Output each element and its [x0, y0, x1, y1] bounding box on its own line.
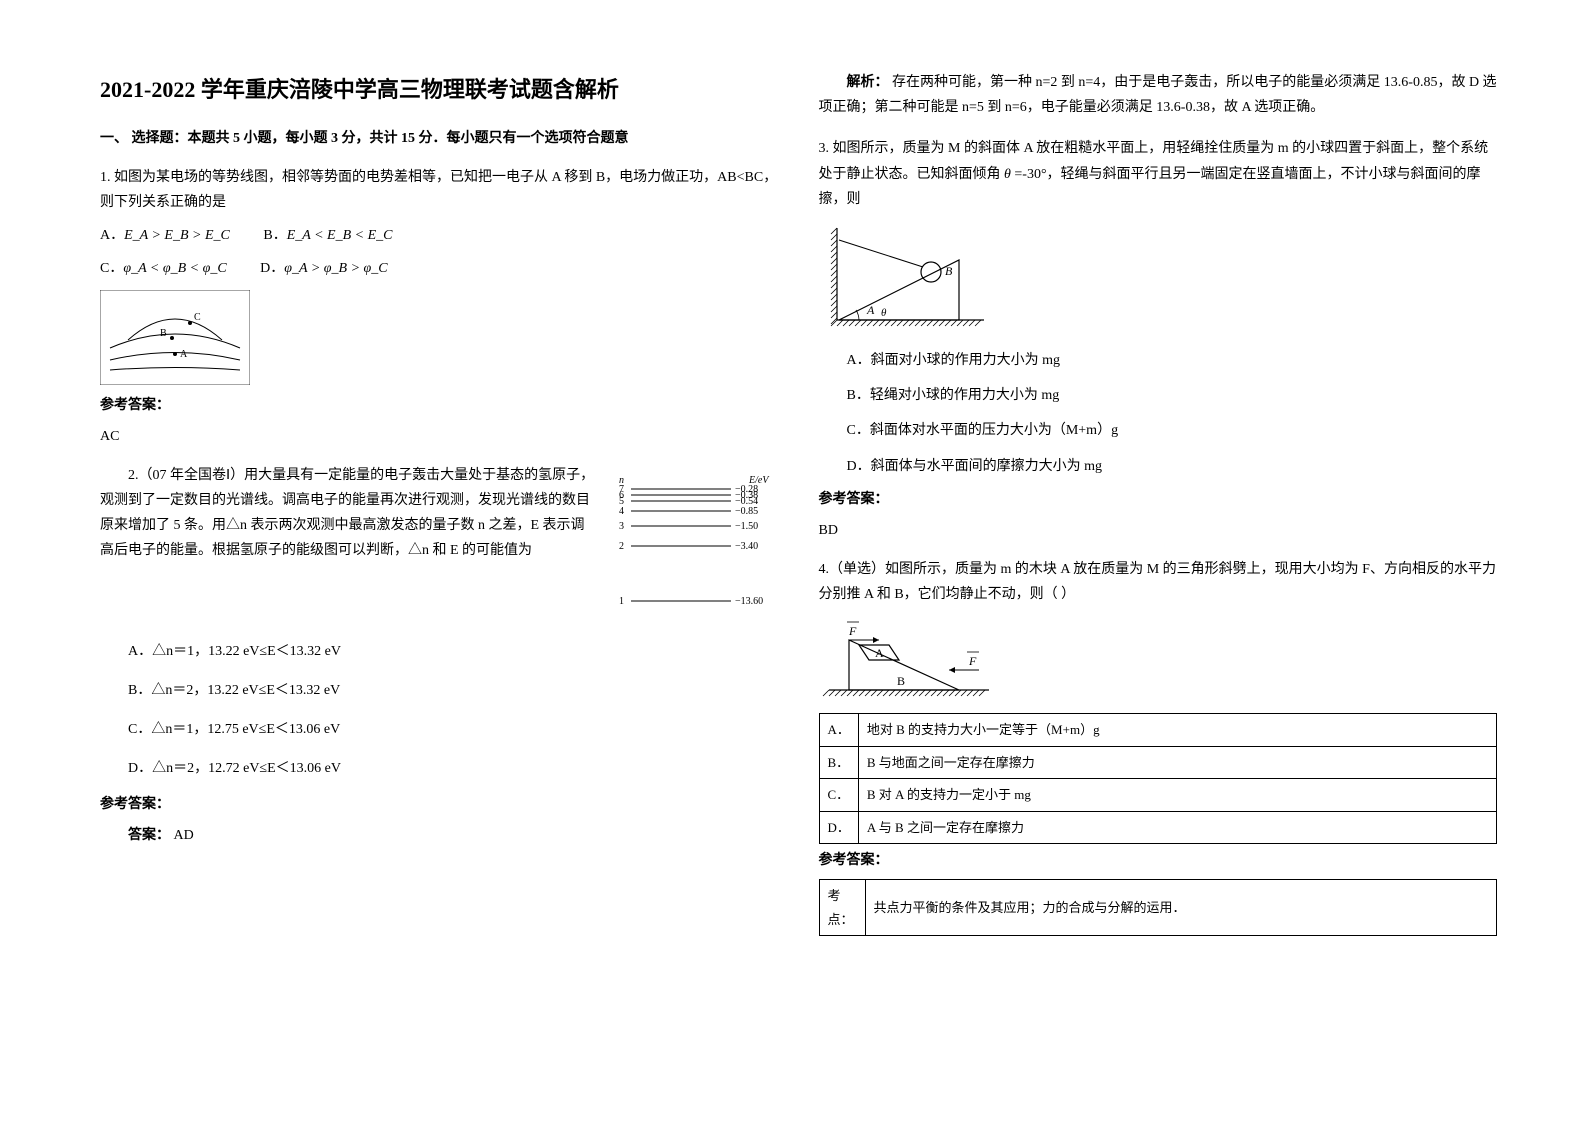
svg-text:F: F [968, 654, 977, 668]
section-1-head: 一、 选择题：本题共 5 小题，每小题 3 分，共计 15 分．每小题只有一个选… [100, 126, 779, 151]
right-column: 解析： 存在两种可能，第一种 n=2 到 n=4，由于是电子轰击，所以电子的能量… [819, 70, 1498, 1092]
question-2: 2.（07 年全国卷Ⅰ）用大量具有一定能量的电子轰击大量处于基态的氢原子，观测到… [100, 463, 779, 848]
q4-row-D: D． A 与 B 之间一定存在摩擦力 [819, 811, 1497, 843]
q1-opt-A: A．E_A > E_B > E_C [100, 223, 230, 248]
q4-D-key: D． [819, 811, 858, 843]
question-4: 4.（单选）如图所示，质量为 m 的木块 A 放在质量为 M 的三角形斜劈上，现… [819, 557, 1498, 936]
q3-ans-label: 参考答案： [819, 487, 1498, 512]
q4-D-text: A 与 B 之间一定存在摩擦力 [858, 811, 1496, 843]
q1-D-expr: φ_A > φ_B > φ_C [284, 261, 387, 276]
q2-opt-B: B．△n＝2，13.22 eV≤E＜13.32 eV [100, 678, 779, 703]
svg-text:−0.85: −0.85 [735, 506, 758, 517]
q2-opt-A: A．△n＝1，13.22 eV≤E＜13.32 eV [100, 639, 779, 664]
q4-A-text: 地对 B 的支持力大小一定等于（M+m）g [858, 714, 1496, 746]
left-column: 2021-2022 学年重庆涪陵中学高三物理联考试题含解析 一、 选择题：本题共… [100, 70, 779, 1092]
svg-text:1: 1 [619, 596, 624, 607]
q4-row-C: C． B 对 A 的支持力一定小于 mg [819, 779, 1497, 811]
q4-row-B: B． B 与地面之间一定存在摩擦力 [819, 746, 1497, 778]
svg-text:A: A [866, 303, 875, 317]
q2-ans: AD [174, 828, 194, 843]
q3-opt-B: B．轻绳对小球的作用力大小为 mg [819, 383, 1498, 408]
q1-stem: 1. 如图为某电场的等势线图，相邻等势面的电势差相等，已知把一电子从 A 移到 … [100, 165, 779, 215]
q4-kaodian-text: 共点力平衡的条件及其应用；力的合成与分解的运用． [865, 880, 1497, 936]
q2-ans-line: 答案： AD [100, 823, 779, 848]
q3-opt-A: A．斜面对小球的作用力大小为 mg [819, 348, 1498, 373]
q4-ans-label: 参考答案： [819, 848, 1498, 873]
doc-title: 2021-2022 学年重庆涪陵中学高三物理联考试题含解析 [100, 70, 779, 110]
q4-kaodian-table: 考点： 共点力平衡的条件及其应用；力的合成与分解的运用． [819, 879, 1498, 936]
svg-text:B: B [897, 674, 905, 688]
q1-opt-D: D．φ_A > φ_B > φ_C [260, 256, 387, 281]
svg-text:−1.50: −1.50 [735, 521, 758, 532]
q2-explain-label: 解析： [847, 75, 889, 90]
q3-opt-D: D．斜面体与水平面间的摩擦力大小为 mg [819, 454, 1498, 479]
svg-text:A: A [875, 646, 884, 660]
q2-opt-C: C．△n＝1，12.75 eV≤E＜13.06 eV [100, 717, 779, 742]
incline-diagram: A Bθ [819, 220, 999, 340]
svg-text:C: C [194, 312, 201, 323]
q4-B-key: B． [819, 746, 858, 778]
q4-kaodian-row: 考点： 共点力平衡的条件及其应用；力的合成与分解的运用． [819, 880, 1497, 936]
svg-text:−3.40: −3.40 [735, 541, 758, 552]
q1-options-row1: A．E_A > E_B > E_C B．E_A < E_B < E_C [100, 223, 779, 248]
q4-C-text: B 对 A 的支持力一定小于 mg [858, 779, 1496, 811]
q4-options-table: A． 地对 B 的支持力大小一定等于（M+m）g B． B 与地面之间一定存在摩… [819, 713, 1498, 844]
q2-stem: 2.（07 年全国卷Ⅰ）用大量具有一定能量的电子轰击大量处于基态的氢原子，观测到… [100, 463, 599, 564]
svg-text:3: 3 [619, 521, 624, 532]
wedge-diagram: F F AB [819, 615, 999, 705]
svg-text:F: F [848, 624, 857, 638]
q1-options-row2: C．φ_A < φ_B < φ_C D．φ_A > φ_B > φ_C [100, 256, 779, 281]
q3-stem: 3. 如图所示，质量为 M 的斜面体 A 放在粗糙水平面上，用轻绳拴住质量为 m… [819, 136, 1498, 212]
q1-C-expr: φ_A < φ_B < φ_C [123, 261, 226, 276]
q3-opt-C: C．斜面体对水平面的压力大小为（M+m）g [819, 418, 1498, 443]
q1-A-expr: E_A > E_B > E_C [124, 228, 230, 243]
q4-figure: F F AB [819, 615, 1498, 705]
q3-ans: BD [819, 518, 1498, 543]
q4-row-A: A． 地对 B 的支持力大小一定等于（M+m）g [819, 714, 1497, 746]
q4-A-key: A． [819, 714, 858, 746]
energy-level-diagram: nE/eV7−0.286−0.385−0.544−0.853−1.502−3.4… [609, 471, 779, 621]
q4-kaodian-key: 考点： [819, 880, 865, 936]
svg-text:B: B [945, 264, 953, 278]
equipotential-diagram: A B C [100, 290, 250, 385]
q3-theta: θ [1004, 167, 1011, 182]
q4-C-key: C． [819, 779, 858, 811]
q1-opt-C: C．φ_A < φ_B < φ_C [100, 256, 227, 281]
q2-ans-label: 参考答案： [100, 792, 779, 817]
q1-figure: A B C [100, 290, 779, 385]
q1-ans-label: 参考答案： [100, 393, 779, 418]
svg-text:−13.60: −13.60 [735, 596, 763, 607]
q2-figure: nE/eV7−0.286−0.385−0.544−0.853−1.502−3.4… [609, 471, 779, 621]
question-1: 1. 如图为某电场的等势线图，相邻等势面的电势差相等，已知把一电子从 A 移到 … [100, 165, 779, 449]
q2-explain-text: 存在两种可能，第一种 n=2 到 n=4，由于是电子轰击，所以电子的能量必须满足… [819, 75, 1497, 115]
svg-text:A: A [180, 349, 188, 360]
q1-B-expr: E_A < E_B < E_C [287, 228, 393, 243]
page: 2021-2022 学年重庆涪陵中学高三物理联考试题含解析 一、 选择题：本题共… [0, 0, 1587, 1122]
q2-opt-D: D．△n＝2，12.72 eV≤E＜13.06 eV [100, 756, 779, 781]
q2-explain: 解析： 存在两种可能，第一种 n=2 到 n=4，由于是电子轰击，所以电子的能量… [819, 70, 1498, 120]
q1-ans: AC [100, 424, 779, 449]
question-3: 3. 如图所示，质量为 M 的斜面体 A 放在粗糙水平面上，用轻绳拴住质量为 m… [819, 136, 1498, 543]
q3-figure: A Bθ [819, 220, 1498, 340]
svg-text:4: 4 [619, 506, 624, 517]
q2-ans-word: 答案： [128, 828, 170, 843]
q4-stem: 4.（单选）如图所示，质量为 m 的木块 A 放在质量为 M 的三角形斜劈上，现… [819, 557, 1498, 607]
svg-text:θ: θ [881, 307, 887, 319]
svg-text:2: 2 [619, 541, 624, 552]
q4-B-text: B 与地面之间一定存在摩擦力 [858, 746, 1496, 778]
q1-opt-B: B．E_A < E_B < E_C [263, 223, 392, 248]
svg-text:B: B [160, 328, 167, 339]
